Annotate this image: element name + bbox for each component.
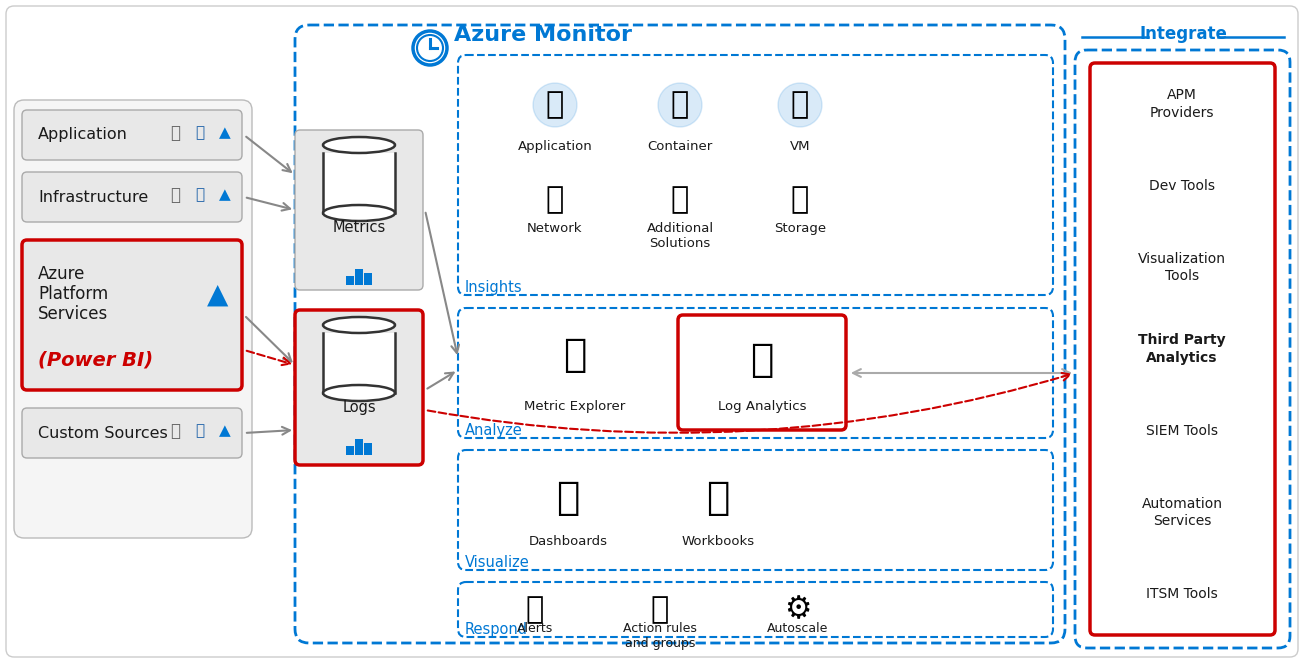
Text: Workbooks: Workbooks <box>682 535 755 548</box>
Text: Metric Explorer: Metric Explorer <box>524 400 626 413</box>
Text: ▲: ▲ <box>219 188 231 202</box>
Text: 📓: 📓 <box>707 479 730 517</box>
FancyBboxPatch shape <box>14 100 252 538</box>
Text: Analyze: Analyze <box>466 423 523 438</box>
FancyBboxPatch shape <box>458 55 1054 295</box>
Text: 🗂: 🗂 <box>670 91 689 119</box>
FancyBboxPatch shape <box>22 240 243 390</box>
FancyBboxPatch shape <box>1090 63 1275 635</box>
Text: 📊: 📊 <box>670 186 689 215</box>
Text: Respond: Respond <box>466 622 528 637</box>
Bar <box>323 333 395 393</box>
FancyBboxPatch shape <box>7 6 1297 657</box>
Text: 🌐: 🌐 <box>546 186 565 215</box>
Circle shape <box>533 83 576 127</box>
Text: 📊: 📊 <box>750 341 773 379</box>
Text: Azure Monitor: Azure Monitor <box>454 25 632 45</box>
Text: ITSM Tools: ITSM Tools <box>1146 587 1218 601</box>
Text: 📈: 📈 <box>563 336 587 374</box>
Text: VM: VM <box>790 140 810 153</box>
Bar <box>355 439 363 455</box>
Ellipse shape <box>323 385 395 401</box>
Text: Visualize: Visualize <box>466 555 529 570</box>
Text: Metrics: Metrics <box>333 220 386 235</box>
Text: Log Analytics: Log Analytics <box>717 400 806 413</box>
Text: 🏢: 🏢 <box>196 424 205 438</box>
Text: ⛅: ⛅ <box>170 124 180 142</box>
FancyBboxPatch shape <box>458 582 1054 637</box>
Text: Dev Tools: Dev Tools <box>1149 178 1215 192</box>
Text: Platform: Platform <box>38 285 108 303</box>
FancyBboxPatch shape <box>295 25 1065 643</box>
Text: Logs: Logs <box>342 400 376 415</box>
Bar <box>346 446 353 455</box>
Circle shape <box>778 83 822 127</box>
Text: (Power BI): (Power BI) <box>38 351 153 369</box>
Text: ⛅: ⛅ <box>170 422 180 440</box>
Ellipse shape <box>323 317 395 333</box>
Text: Visualization
Tools: Visualization Tools <box>1138 252 1226 283</box>
Text: 🖥: 🖥 <box>790 91 808 119</box>
Text: ▲: ▲ <box>219 424 231 438</box>
Text: Insights: Insights <box>466 280 523 295</box>
Text: 🤖: 🤖 <box>651 595 669 624</box>
Text: 🏢: 🏢 <box>196 125 205 141</box>
Ellipse shape <box>323 205 395 221</box>
FancyBboxPatch shape <box>22 110 243 160</box>
Text: Storage: Storage <box>775 222 825 235</box>
Bar <box>346 276 353 285</box>
FancyBboxPatch shape <box>458 450 1054 570</box>
Text: Integrate: Integrate <box>1140 25 1227 43</box>
Ellipse shape <box>323 137 395 153</box>
FancyBboxPatch shape <box>295 310 422 465</box>
Text: Third Party
Analytics: Third Party Analytics <box>1138 333 1226 365</box>
Bar <box>364 443 372 455</box>
Circle shape <box>659 83 702 127</box>
Text: Dashboards: Dashboards <box>528 535 608 548</box>
Text: APM
Providers: APM Providers <box>1150 88 1214 119</box>
FancyBboxPatch shape <box>22 172 243 222</box>
Text: Custom Sources: Custom Sources <box>38 426 168 440</box>
Text: Action rules
and groups: Action rules and groups <box>623 622 696 650</box>
FancyBboxPatch shape <box>22 408 243 458</box>
Text: ▲: ▲ <box>207 281 228 309</box>
FancyBboxPatch shape <box>1074 50 1290 648</box>
Text: Application: Application <box>38 127 128 143</box>
Text: Autoscale: Autoscale <box>767 622 828 635</box>
Text: ▲: ▲ <box>219 125 231 141</box>
Text: ⚙: ⚙ <box>784 595 811 624</box>
Text: Services: Services <box>38 305 108 323</box>
Bar <box>323 153 395 213</box>
Text: Network: Network <box>527 222 583 235</box>
Text: Infrastructure: Infrastructure <box>38 190 149 204</box>
Text: Alerts: Alerts <box>516 622 553 635</box>
Text: Application: Application <box>518 140 592 153</box>
Text: 💡: 💡 <box>546 91 565 119</box>
Text: Automation
Services: Automation Services <box>1141 497 1223 528</box>
Text: 📦: 📦 <box>790 186 808 215</box>
Text: ❗: ❗ <box>526 595 544 624</box>
FancyBboxPatch shape <box>458 308 1054 438</box>
Text: Container: Container <box>647 140 712 153</box>
Bar <box>355 269 363 285</box>
Text: Azure: Azure <box>38 265 85 283</box>
Text: ⛅: ⛅ <box>170 186 180 204</box>
Text: Additional
Solutions: Additional Solutions <box>647 222 713 250</box>
Bar <box>364 273 372 285</box>
Text: 🏢: 🏢 <box>196 188 205 202</box>
FancyBboxPatch shape <box>295 130 422 290</box>
Text: SIEM Tools: SIEM Tools <box>1146 424 1218 438</box>
FancyBboxPatch shape <box>678 315 846 430</box>
Text: ⬛: ⬛ <box>557 479 580 517</box>
